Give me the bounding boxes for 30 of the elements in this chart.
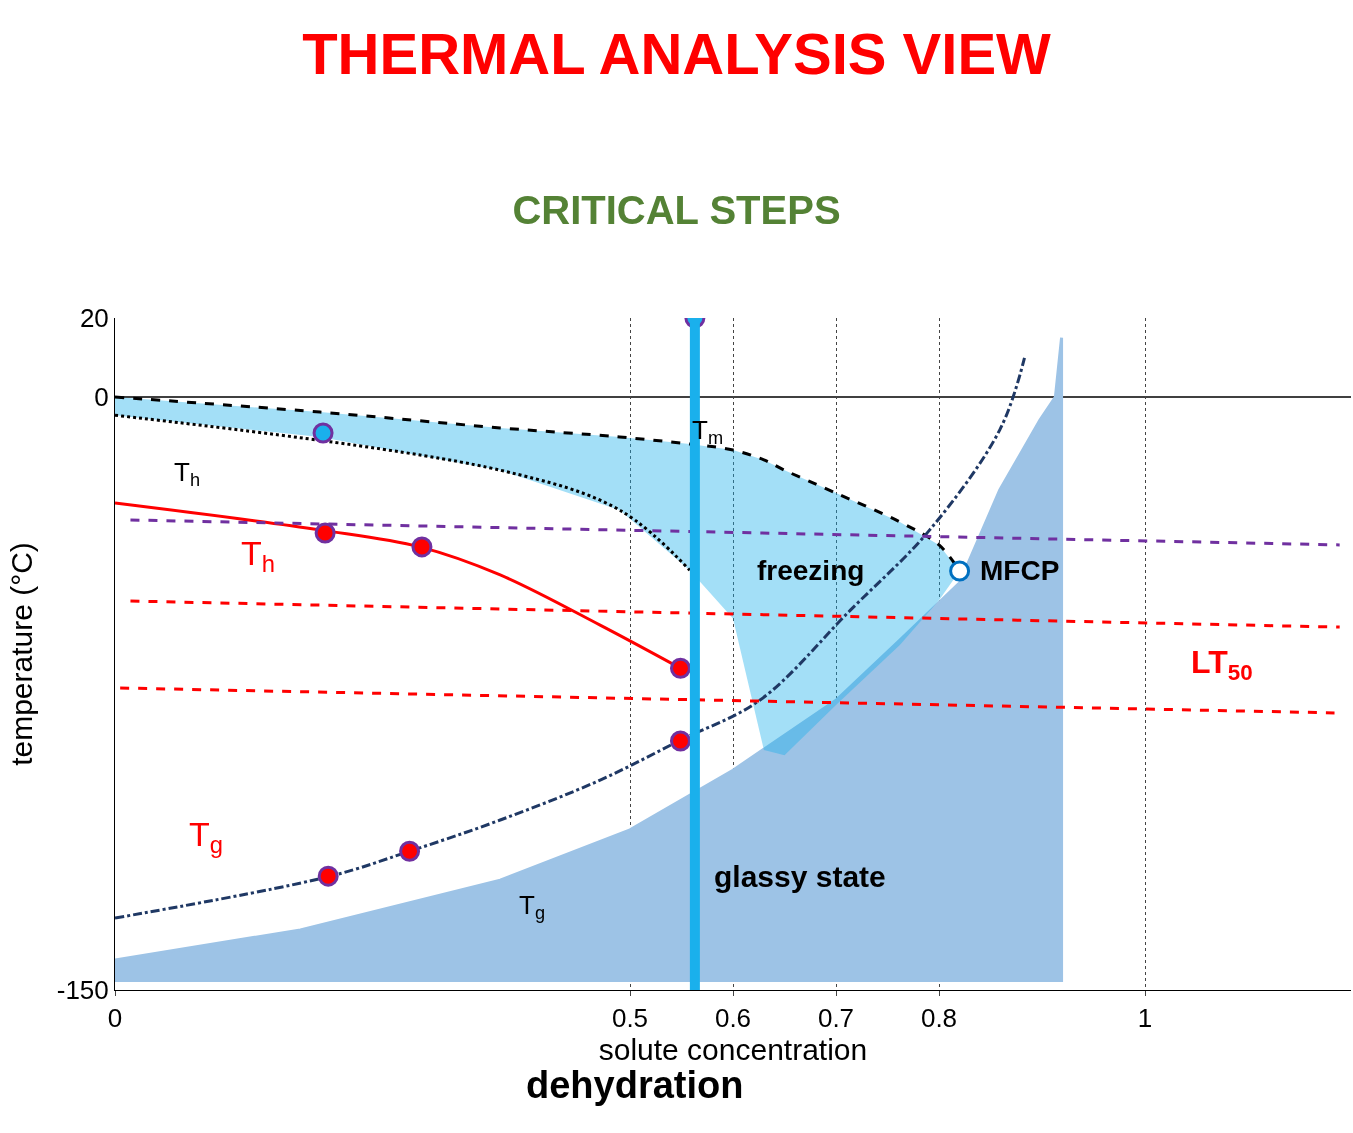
x-tick-label: 0.5 [611,1003,649,1034]
y-tick-label: -150 [56,975,109,1006]
chart-subtitle: CRITICAL STEPS [512,188,841,233]
point [411,536,433,558]
point [399,840,421,862]
x-tick-label: 0.8 [920,1003,958,1034]
chart-title: THERMAL ANALYSIS VIEW [302,20,1052,86]
annotation: glassy state [714,860,886,893]
y-tick-label: 20 [79,303,109,334]
point [949,560,971,582]
point [314,522,336,544]
x-tick-label: 0.7 [817,1003,855,1034]
annotation: T$_{h}$ [174,457,201,491]
annotation: LT$_{50}$ [1191,644,1253,685]
y-tick-label: 0 [94,382,109,413]
annotation: T$_{g}$ [519,890,546,924]
point [312,422,334,444]
x-axis-title: solute concentration [598,1033,868,1067]
annotation: freezing [757,555,865,586]
point [669,730,691,752]
annotation: T$_{g}$ [189,815,224,859]
x-tick-label: 1 [1137,1003,1153,1034]
point [669,657,691,679]
text: dehydration [526,1064,744,1106]
point [317,865,339,887]
annotation: MFCP [980,555,1060,586]
annotation: T$_{h}$ [241,534,276,578]
annotation: T$_{m}$ [692,415,724,449]
y-axis-title: temperature (°C) [4,542,38,766]
x-tick-label: 0.6 [714,1003,752,1034]
